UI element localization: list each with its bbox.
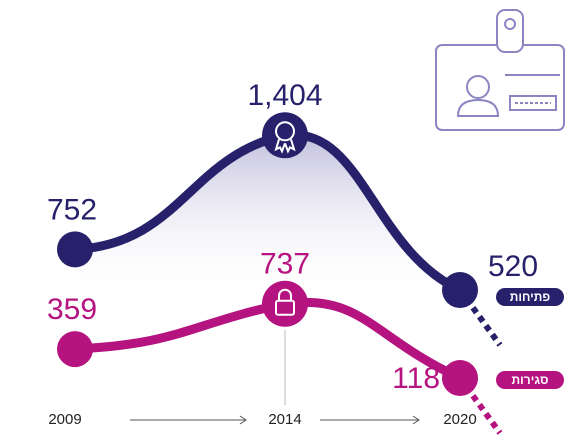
point — [442, 360, 478, 396]
lock-icon — [275, 288, 295, 316]
point — [262, 280, 308, 327]
value-label: 118 — [392, 362, 440, 395]
point — [57, 231, 93, 268]
value-label: 520 — [488, 250, 538, 283]
lock-shackle — [278, 288, 292, 301]
legend-label: סגירות — [512, 373, 549, 387]
point — [262, 112, 308, 159]
legend-pill — [496, 371, 564, 389]
point — [57, 331, 93, 368]
value-label: 1,404 — [247, 79, 322, 112]
legend-label: פתיחות — [510, 290, 551, 304]
x-tick-label: 2014 — [268, 411, 301, 428]
badge-icon — [274, 121, 296, 154]
x-tick-label: 2020 — [443, 411, 476, 428]
id-card-icon — [435, 9, 565, 131]
legend-pill — [496, 288, 564, 306]
lock-body — [275, 299, 295, 316]
badge-ribbon — [274, 139, 296, 154]
value-label: 359 — [47, 293, 97, 326]
value-label: 737 — [260, 248, 310, 281]
value-label: 752 — [47, 193, 97, 226]
area — [75, 134, 460, 300]
x-tick-label: 2009 — [48, 411, 81, 428]
point — [442, 272, 478, 308]
badge-ring — [275, 121, 295, 142]
x-axis — [130, 415, 420, 425]
